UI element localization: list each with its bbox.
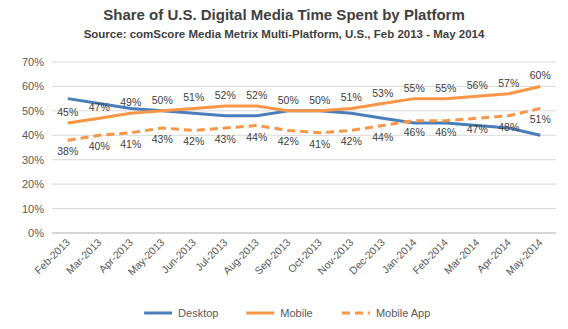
x-tick-label: May-2014 [503,236,545,278]
data-label: 46% [404,126,425,138]
data-label: 52% [215,89,236,101]
data-label: 41% [309,138,330,150]
y-tick-label: 40% [22,129,44,141]
data-label: 45% [57,106,78,118]
data-label: 50% [309,94,330,106]
data-label: 38% [57,145,78,157]
x-tick-label: Jun-2013 [159,236,199,276]
data-label: 41% [120,138,141,150]
data-label: 42% [183,135,204,147]
data-label: 40% [89,140,110,152]
x-tick-label: Mar-2014 [441,236,481,276]
data-label: 47% [467,123,488,135]
title: Share of U.S. Digital Media Time Spent b… [103,6,464,23]
x-tick-label: Dec-2013 [346,236,387,277]
y-tick-label: 70% [22,56,44,68]
data-label: 47% [89,101,110,113]
series-line [68,108,541,140]
grid-line [52,159,556,160]
grid-line [52,184,556,185]
legend-label: Mobile [280,307,312,319]
data-label: 57% [498,77,519,89]
subtitle: Source: comScore Media Metrix Multi-Plat… [84,28,485,40]
legend-swatch [144,312,172,315]
data-label: 43% [152,133,173,145]
chart: Share of U.S. Digital Media Time Spent b… [0,0,568,329]
data-label: 43% [215,133,236,145]
grid-line [52,233,556,234]
legend-label: Desktop [178,307,218,319]
data-label: 44% [372,131,393,143]
legend-label: Mobile App [376,307,430,319]
data-label: 50% [152,94,173,106]
data-label: 51% [183,91,204,103]
legend-swatch [246,312,274,315]
legend-swatch [342,312,370,315]
data-label: 46% [435,126,456,138]
plot-area [68,86,541,140]
y-tick-label: 10% [22,203,44,215]
data-label: 49% [120,96,141,108]
data-label: 60% [530,69,551,81]
data-label: 44% [246,131,267,143]
y-tick-label: 30% [22,154,44,166]
x-tick-label: May-2013 [125,236,167,278]
data-label: 53% [372,87,393,99]
x-axis [52,233,556,234]
y-tick-label: 50% [22,105,44,117]
y-tick-label: 0% [28,227,44,239]
data-label: 42% [278,135,299,147]
data-label: 42% [341,135,362,147]
data-label: 51% [341,91,362,103]
grid-line [52,208,556,209]
data-label: 48% [498,121,519,133]
y-tick-label: 60% [22,80,44,92]
y-tick-label: 20% [22,178,44,190]
grid-line [52,62,556,63]
data-label: 55% [435,82,456,94]
data-label: 51% [530,113,551,125]
data-label: 50% [278,94,299,106]
x-tick-label: Sep-2013 [252,236,293,277]
x-tick-label: Mar-2013 [63,236,103,276]
data-label: 52% [246,89,267,101]
data-label: 55% [404,82,425,94]
data-label: 56% [467,79,488,91]
